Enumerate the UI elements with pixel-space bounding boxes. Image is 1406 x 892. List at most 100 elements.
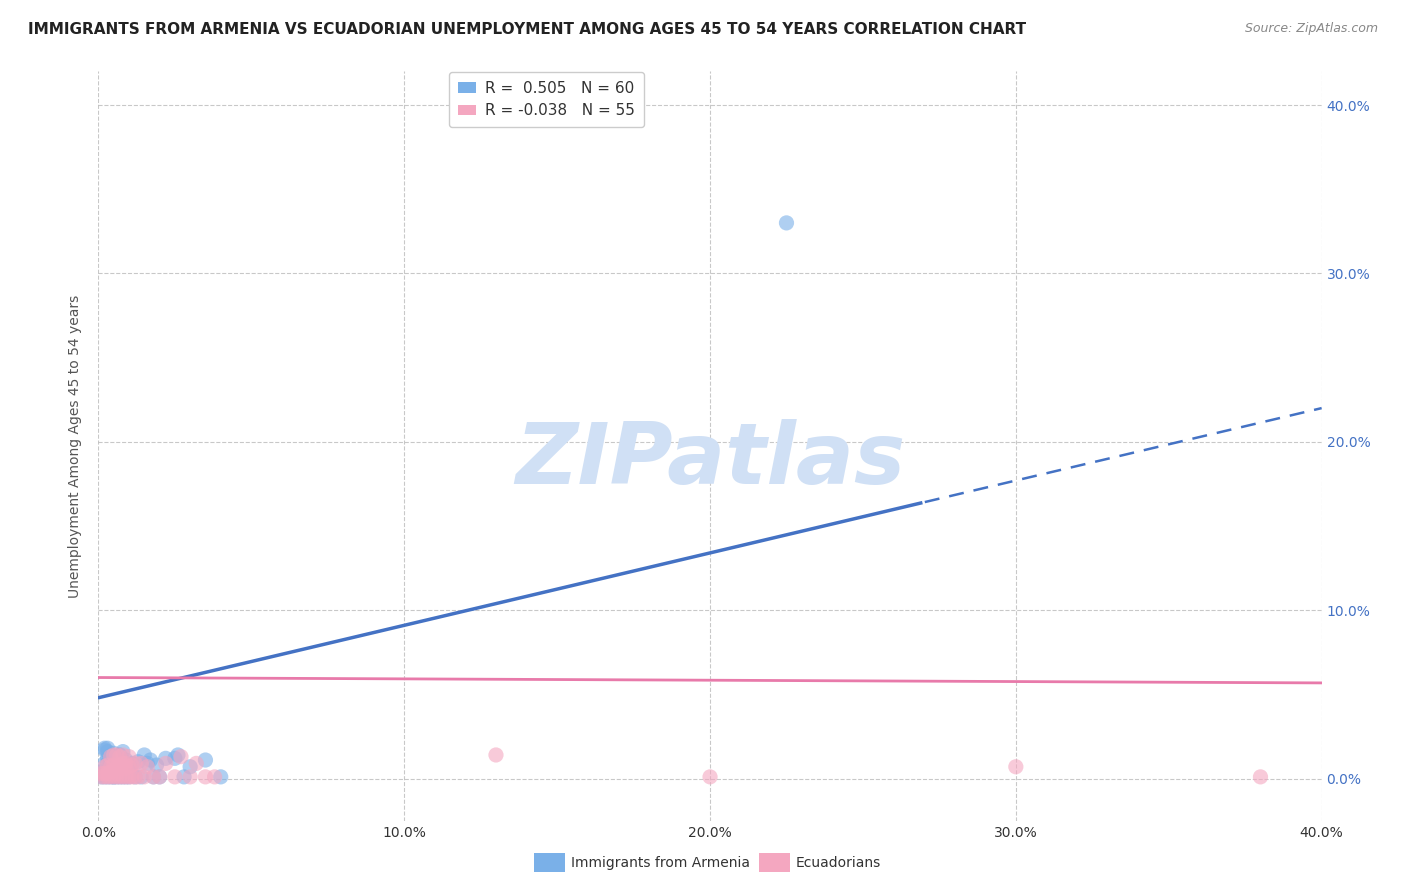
Point — [108, 749, 131, 764]
Point — [97, 745, 120, 759]
Point — [108, 756, 131, 771]
Point — [97, 751, 120, 765]
Point — [97, 768, 120, 782]
Point — [167, 747, 190, 762]
Point — [90, 770, 112, 784]
Legend: R =  0.505   N = 60, R = -0.038   N = 55: R = 0.505 N = 60, R = -0.038 N = 55 — [449, 71, 644, 128]
Point — [111, 747, 134, 762]
Point — [179, 770, 201, 784]
Point — [170, 749, 193, 764]
Point — [100, 760, 122, 774]
Point — [121, 770, 143, 784]
Point — [103, 758, 125, 772]
Point — [100, 756, 122, 771]
Point — [108, 770, 131, 784]
Point — [142, 770, 165, 784]
Point — [93, 770, 115, 784]
Point — [127, 770, 149, 784]
Point — [194, 753, 217, 767]
Point — [93, 770, 115, 784]
Point — [103, 770, 125, 784]
Point — [121, 758, 143, 772]
Point — [115, 770, 138, 784]
Point — [97, 770, 120, 784]
Point — [485, 747, 508, 762]
Point — [155, 756, 177, 771]
Point — [111, 756, 134, 771]
Point — [118, 749, 141, 764]
Point — [111, 770, 134, 784]
Point — [186, 756, 208, 771]
Point — [124, 770, 146, 784]
Point — [108, 758, 131, 772]
Text: Source: ZipAtlas.com: Source: ZipAtlas.com — [1244, 22, 1378, 36]
Point — [97, 741, 120, 756]
Point — [105, 747, 128, 762]
Point — [111, 770, 134, 784]
Point — [105, 760, 128, 774]
Point — [103, 770, 125, 784]
Point — [163, 751, 186, 765]
Text: Immigrants from Armenia: Immigrants from Armenia — [571, 855, 749, 870]
Point — [103, 763, 125, 777]
Text: ZIPatlas: ZIPatlas — [515, 419, 905, 502]
Point — [118, 770, 141, 784]
Point — [103, 755, 125, 769]
Point — [118, 760, 141, 774]
Point — [111, 760, 134, 774]
Point — [100, 770, 122, 784]
Point — [124, 770, 146, 784]
Point — [90, 768, 112, 782]
Point — [142, 770, 165, 784]
Point — [103, 758, 125, 772]
Point — [111, 760, 134, 774]
Point — [699, 770, 721, 784]
Point — [118, 770, 141, 784]
Point — [134, 747, 156, 762]
Point — [93, 766, 115, 780]
Point — [97, 758, 120, 772]
Point — [108, 770, 131, 784]
Point — [103, 763, 125, 777]
Point — [129, 770, 152, 784]
Point — [100, 749, 122, 764]
Text: Ecuadorians: Ecuadorians — [796, 855, 882, 870]
Point — [1004, 760, 1026, 774]
Point — [134, 770, 156, 784]
Point — [108, 761, 131, 775]
Point — [93, 756, 115, 771]
Point — [105, 751, 128, 765]
Point — [111, 745, 134, 759]
Point — [90, 770, 112, 784]
Point — [105, 764, 128, 779]
Point — [105, 766, 128, 780]
Point — [100, 764, 122, 779]
Point — [105, 770, 128, 784]
Point — [108, 761, 131, 775]
Point — [775, 216, 797, 230]
Point — [103, 747, 125, 762]
Point — [108, 747, 131, 762]
Point — [136, 756, 159, 771]
Point — [111, 755, 134, 769]
Point — [100, 764, 122, 779]
Point — [93, 741, 115, 756]
Point — [97, 756, 120, 771]
Point — [163, 770, 186, 784]
Point — [115, 770, 138, 784]
Point — [204, 770, 226, 784]
Point — [97, 766, 120, 780]
Point — [173, 770, 195, 784]
Point — [139, 753, 162, 767]
Point — [105, 770, 128, 784]
Point — [93, 760, 115, 774]
Point — [93, 743, 115, 757]
Point — [97, 766, 120, 780]
Point — [149, 770, 172, 784]
Point — [115, 758, 138, 772]
Y-axis label: Unemployment Among Ages 45 to 54 years: Unemployment Among Ages 45 to 54 years — [69, 294, 83, 598]
Point — [90, 764, 112, 779]
Point — [115, 756, 138, 771]
Point — [129, 756, 152, 771]
Point — [127, 755, 149, 769]
